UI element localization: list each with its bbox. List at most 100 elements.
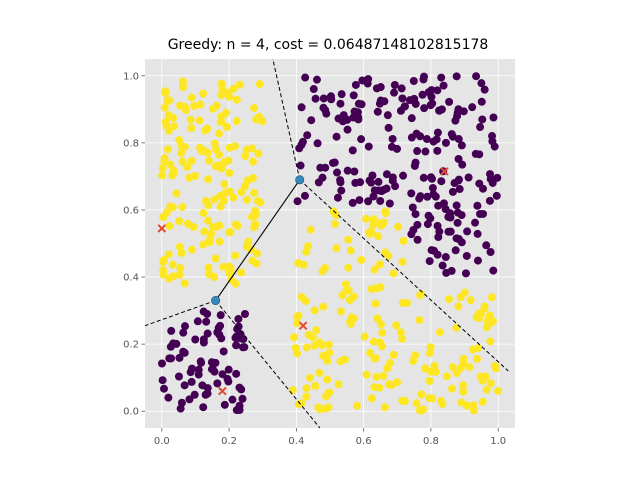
scatter-point <box>222 108 231 117</box>
dashed-edge <box>299 179 509 372</box>
scatter-point <box>187 377 196 386</box>
scatter-point <box>168 260 177 269</box>
scatter-point <box>412 399 421 408</box>
voronoi-vertices <box>211 175 305 306</box>
scatter-point <box>464 173 473 182</box>
scatter-point <box>442 268 451 277</box>
scatter-point <box>318 173 327 182</box>
scatter-point <box>352 401 361 410</box>
scatter-point <box>432 135 441 144</box>
x-tick-label: 1.0 <box>490 436 506 447</box>
y-tick-label: 0.2 <box>123 340 139 351</box>
scatter-point <box>489 113 498 122</box>
scatter-point <box>351 178 360 187</box>
scatter-point <box>463 227 472 236</box>
scatter-point <box>234 314 243 323</box>
scatter-point <box>419 75 428 84</box>
scatter-point <box>391 182 400 191</box>
scatter-point <box>387 142 396 151</box>
scatter-point <box>364 197 373 206</box>
scatter-point <box>217 118 226 127</box>
scatter-point <box>334 380 343 389</box>
scatter-point <box>224 365 233 374</box>
scatter-point <box>376 196 385 205</box>
scatter-point <box>459 354 468 363</box>
centroid-stroke <box>440 167 449 176</box>
scatter-point <box>427 92 436 101</box>
vertex-point <box>295 175 305 185</box>
scatter-point <box>294 400 303 409</box>
scatter-point <box>469 406 478 415</box>
scatter-point <box>383 364 392 373</box>
scatter-point <box>241 151 250 160</box>
scatter-point <box>392 321 401 330</box>
scatter-point <box>302 392 311 401</box>
scatter-point <box>454 155 463 164</box>
scatter-point <box>323 375 332 384</box>
scatter-point <box>159 270 168 279</box>
scatter-point <box>177 248 186 257</box>
scatter-point <box>199 209 208 218</box>
scatter-point <box>252 249 261 258</box>
dashed-edge <box>215 300 321 429</box>
scatter-point <box>360 332 369 341</box>
scatter-point <box>196 357 205 366</box>
scatter-point <box>489 266 498 275</box>
scatter-point <box>473 256 482 265</box>
scatter-point <box>180 279 189 288</box>
scatter-point <box>186 115 195 124</box>
scatter-point <box>219 347 228 356</box>
scatter-point <box>365 229 374 238</box>
scatter-point <box>473 229 482 238</box>
scatter-point <box>398 298 407 307</box>
scatter-point <box>201 197 210 206</box>
scatter-point <box>385 199 394 208</box>
scatter-point <box>362 214 371 223</box>
scatter-point <box>454 175 463 184</box>
scatter-point <box>332 132 341 141</box>
scatter-point <box>437 73 446 82</box>
scatter-point <box>312 75 321 84</box>
scatter-point <box>158 164 167 173</box>
scatter-point <box>216 321 225 330</box>
scatter-point <box>319 94 328 103</box>
scatter-point <box>241 182 250 191</box>
scatter-point <box>179 347 188 356</box>
scatter-point <box>311 94 320 103</box>
y-tick-label: 0.4 <box>123 273 139 284</box>
scatter-point <box>354 113 363 122</box>
scatter-point <box>494 386 503 395</box>
scatter-point <box>221 188 230 197</box>
scatter-point <box>254 149 263 158</box>
voronoi-edges <box>144 58 509 429</box>
scatter-point <box>438 261 447 270</box>
scatter-point <box>256 198 265 207</box>
scatter-point <box>415 316 424 325</box>
scatter-point <box>411 158 420 167</box>
scatter-point <box>220 400 229 409</box>
scatter-point <box>203 329 212 338</box>
scatter-point <box>237 268 246 277</box>
scatter-point <box>182 106 191 115</box>
scatter-point <box>190 390 199 399</box>
scatter-point <box>379 218 388 227</box>
scatter-point <box>374 232 383 241</box>
scatter-point <box>435 227 444 236</box>
scatter-point <box>304 242 313 251</box>
scatter-point <box>373 107 382 116</box>
scatter-point <box>387 381 396 390</box>
scatter-point <box>425 376 434 385</box>
scatter-point <box>371 354 380 363</box>
scatter-point <box>224 377 233 386</box>
scatter-point <box>459 387 468 396</box>
centroid-marker <box>298 321 308 330</box>
scatter-point <box>319 302 328 311</box>
scatter-point <box>390 80 399 89</box>
scatter-point <box>175 242 184 251</box>
scatter-point <box>215 330 224 339</box>
scatter-point <box>369 192 378 201</box>
scatter-point <box>445 97 454 106</box>
scatter-point <box>447 384 456 393</box>
scatter-point <box>242 195 251 204</box>
